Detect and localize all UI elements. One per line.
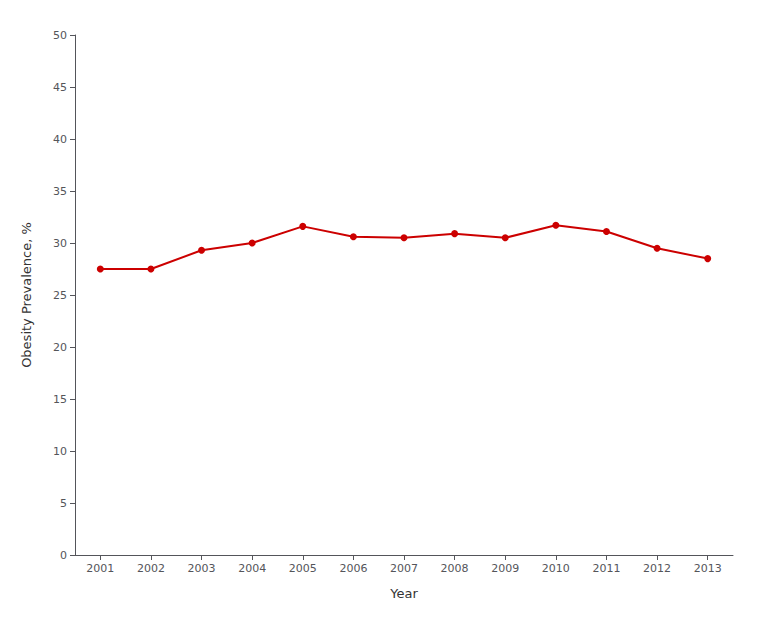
svg-text:2004: 2004 bbox=[238, 562, 266, 575]
svg-text:50: 50 bbox=[53, 29, 67, 42]
svg-text:2009: 2009 bbox=[491, 562, 519, 575]
svg-text:15: 15 bbox=[53, 393, 67, 406]
svg-text:2011: 2011 bbox=[592, 562, 620, 575]
svg-text:2007: 2007 bbox=[390, 562, 418, 575]
svg-text:25: 25 bbox=[53, 289, 67, 302]
svg-text:30: 30 bbox=[53, 237, 67, 250]
svg-text:2005: 2005 bbox=[289, 562, 317, 575]
svg-text:2013: 2013 bbox=[694, 562, 722, 575]
svg-text:40: 40 bbox=[53, 133, 67, 146]
svg-text:35: 35 bbox=[53, 185, 67, 198]
svg-text:5: 5 bbox=[60, 497, 67, 510]
svg-text:2001: 2001 bbox=[86, 562, 114, 575]
svg-text:20: 20 bbox=[53, 341, 67, 354]
svg-text:0: 0 bbox=[60, 549, 67, 562]
svg-text:Year: Year bbox=[389, 586, 418, 601]
svg-text:2012: 2012 bbox=[643, 562, 671, 575]
svg-text:2008: 2008 bbox=[441, 562, 469, 575]
svg-text:10: 10 bbox=[53, 445, 67, 458]
svg-text:Obesity Prevalence, %: Obesity Prevalence, % bbox=[19, 222, 34, 368]
svg-text:45: 45 bbox=[53, 81, 67, 94]
svg-text:2006: 2006 bbox=[339, 562, 367, 575]
svg-text:2003: 2003 bbox=[188, 562, 216, 575]
svg-text:2010: 2010 bbox=[542, 562, 570, 575]
svg-text:2002: 2002 bbox=[137, 562, 165, 575]
